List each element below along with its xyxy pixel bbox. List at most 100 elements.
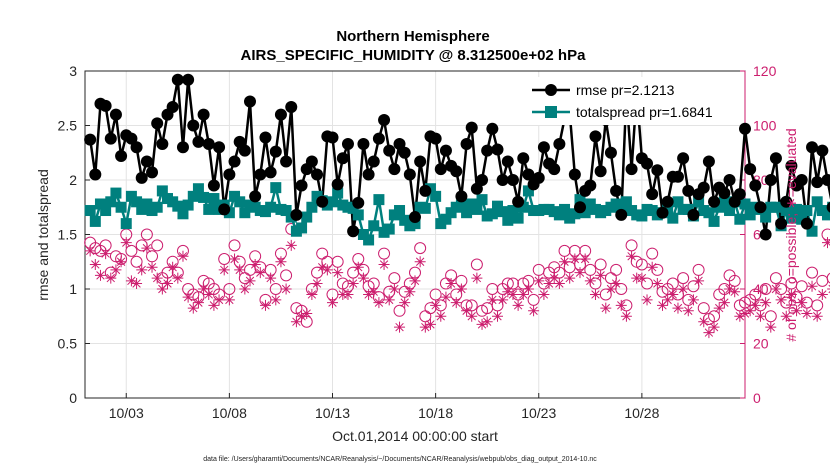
obs-evaluated-point [404, 286, 416, 298]
obs-evaluated-point [94, 269, 106, 281]
rmse-point [89, 168, 102, 181]
y-axis-label-left: rmse and totalspread [35, 169, 51, 301]
totalspread-point [110, 187, 122, 199]
totalspread-point [811, 196, 823, 208]
rmse-point [470, 182, 483, 195]
rmse-point [197, 108, 210, 121]
obs-evaluated-point [461, 305, 473, 317]
rmse-point [434, 163, 447, 176]
obs-possible-point [635, 258, 648, 271]
totalspread-point [471, 203, 483, 215]
rmse-point [274, 108, 287, 121]
obs-evaluated-point [419, 321, 431, 333]
totalspread-point [780, 205, 792, 217]
totalspread-point [187, 190, 199, 202]
obs-evaluated-point [507, 288, 519, 300]
obs-evaluated-point [100, 248, 112, 260]
y-tick-label: 1 [69, 281, 77, 297]
obs-evaluated-point [698, 316, 710, 328]
obs-evaluated-point [791, 305, 803, 317]
totalspread-point [409, 218, 421, 230]
obs-evaluated-point [486, 294, 498, 306]
obs-evaluated-point [399, 297, 411, 309]
obs-evaluated-point [466, 310, 478, 322]
totalspread-point [94, 198, 106, 210]
obs-evaluated-point [435, 310, 447, 322]
x-axis-label: Oct.01,2014 00:00:00 start [332, 428, 498, 444]
obs-evaluated-point [739, 308, 751, 320]
obs-evaluated-point [352, 261, 364, 273]
obs-evaluated-point [553, 278, 565, 290]
obs-evaluated-point [646, 261, 658, 273]
rmse-point [367, 155, 380, 168]
obs-evaluated-point [162, 278, 173, 290]
obs-evaluated-point [156, 283, 168, 295]
rmse-point [187, 119, 200, 132]
totalspread-point [760, 211, 772, 223]
obs-evaluated-point [110, 264, 122, 276]
rmse-point [151, 117, 164, 130]
totalspread-point [208, 193, 220, 205]
totalspread-point [734, 213, 746, 225]
rmse-point [176, 141, 189, 154]
totalspread-point [569, 208, 581, 220]
totalspread-point [89, 215, 101, 227]
totalspread-point [280, 205, 292, 217]
rmse-point [806, 141, 819, 154]
obs-evaluated-point [682, 305, 694, 317]
totalspread-point [791, 203, 803, 215]
obs-evaluated-point [270, 294, 282, 306]
obs-possible-point [140, 228, 153, 241]
obs-evaluated-point [450, 297, 462, 309]
rmse-point [522, 168, 535, 181]
obs-evaluated-point [796, 297, 808, 309]
rmse-point [347, 225, 360, 238]
obs-possible-point [151, 239, 164, 252]
totalspread-point [172, 200, 184, 212]
totalspread-point [610, 198, 622, 210]
totalspread-point [682, 203, 694, 215]
rmse-point [651, 164, 664, 177]
rmse-point [244, 95, 256, 108]
legend-label-spread: totalspread pr=1.6841 [576, 104, 713, 120]
obs-evaluated-point [724, 283, 736, 295]
rmse-point [759, 228, 772, 241]
rmse-point [316, 195, 329, 208]
rmse-point [135, 171, 148, 184]
totalspread-point [486, 208, 498, 220]
obs-evaluated-point [693, 275, 705, 287]
totalspread-point [306, 201, 318, 213]
totalspread-point [151, 201, 163, 213]
obs-evaluated-point [84, 245, 96, 257]
rmse-point [708, 195, 721, 208]
totalspread-point [522, 185, 534, 197]
totalspread-point [352, 209, 364, 221]
totalspread-point [363, 234, 375, 246]
rmse-point [207, 179, 220, 192]
obs-evaluated-point [115, 256, 127, 268]
obs-evaluated-point [120, 237, 132, 249]
obs-evaluated-point [687, 294, 699, 306]
totalspread-point [579, 207, 591, 219]
obs-evaluated-point [574, 267, 586, 279]
obs-possible-point [125, 244, 138, 257]
axis-ticks: 00.511.522.5302040608010012010/0310/0810… [58, 63, 777, 421]
x-tick-label: 10/08 [212, 405, 247, 421]
obs-evaluated-point [801, 308, 813, 320]
rmse-point [671, 170, 684, 183]
rmse-point [532, 171, 545, 184]
rmse-point [403, 168, 416, 181]
rmse-point [372, 132, 385, 145]
totalspread-point [383, 223, 395, 235]
legend-marker-spread [545, 106, 557, 118]
obs-evaluated-point [672, 302, 684, 314]
obs-evaluated-point [192, 297, 204, 309]
rmse-point [780, 195, 793, 208]
x-tick-label: 10/03 [109, 405, 144, 421]
legend-label-rmse: rmse pr=2.1213 [576, 82, 675, 98]
rmse-point [305, 155, 318, 168]
y-right-tick-label: 120 [753, 63, 777, 79]
data-file-footnote: data file: /Users/gharamti/Documents/NCA… [203, 456, 597, 463]
obs-evaluated-point [595, 269, 607, 281]
rmse-point [285, 100, 298, 113]
